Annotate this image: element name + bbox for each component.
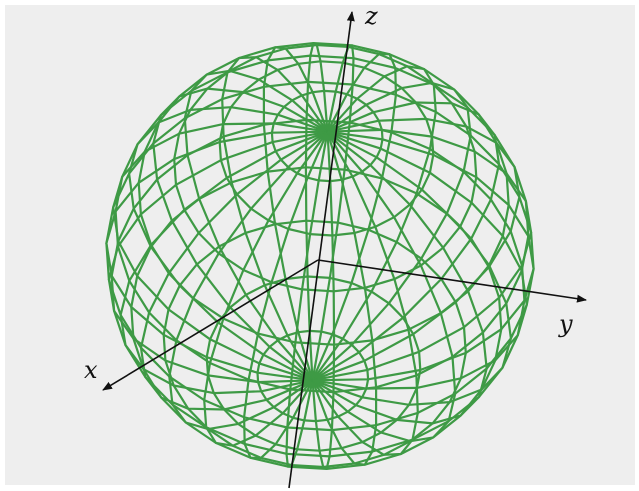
- longitude-meridian: [285, 131, 329, 468]
- longitude-meridian: [112, 122, 328, 382]
- x-axis-line: [102, 259, 319, 391]
- y-axis-label: y: [558, 310, 573, 338]
- longitude-meridian: [311, 130, 488, 425]
- longitude-meridian: [311, 52, 397, 381]
- longitude-meridian: [119, 130, 328, 395]
- longitude-meridian: [203, 131, 329, 447]
- longitude-meridian: [312, 117, 521, 382]
- longitude-meridian: [311, 131, 378, 466]
- longitude-meridian: [311, 44, 355, 381]
- longitude-meridian: [168, 130, 329, 431]
- longitude-meridian: [105, 130, 328, 382]
- x-axis-label: x: [84, 356, 98, 384]
- longitude-meridian: [311, 131, 419, 456]
- longitude-meridian: [311, 81, 472, 382]
- longitude-meridian: [139, 130, 329, 411]
- longitude-meridian: [243, 131, 329, 459]
- longitude-meridian: [312, 130, 535, 382]
- z-axis-line: [288, 11, 355, 489]
- longitude-meridian: [311, 101, 501, 382]
- longitude-meridian: [312, 130, 528, 390]
- longitude-meridian: [311, 65, 437, 381]
- coordinate-axes: z y x: [84, 2, 587, 489]
- longitude-meridian: [152, 87, 329, 382]
- longitude-meridian: [128, 106, 328, 382]
- z-axis-label: z: [364, 2, 378, 30]
- longitude-meridian: [312, 130, 512, 406]
- diagram-background: [5, 5, 635, 485]
- longitude-meridian: [183, 69, 329, 382]
- longitude-meridian: [221, 56, 329, 381]
- sphere-wireframe: [105, 41, 535, 470]
- y-axis-line: [317, 259, 587, 303]
- longitude-meridian: [311, 130, 457, 443]
